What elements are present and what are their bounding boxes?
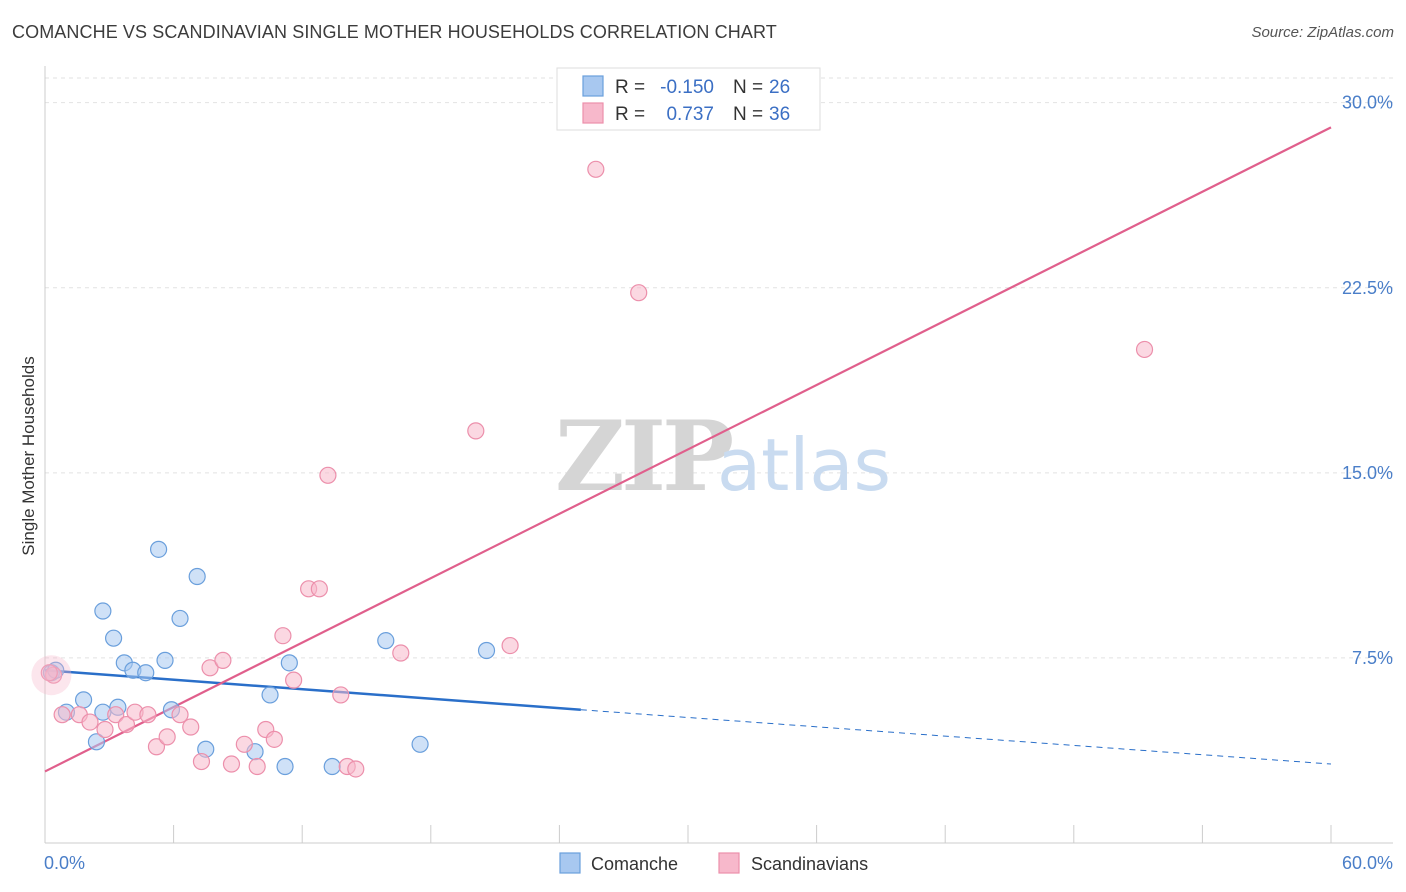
scandinavian-point [310,580,328,598]
comanche-point [149,540,168,558]
comanche-point [276,757,294,776]
scandinavian-cluster-point [31,655,72,696]
scandinavian-point [171,706,189,724]
points-layer [31,160,1154,778]
scandinavian-point [182,718,200,736]
scandinavian-point [319,466,337,484]
comanche-point [156,651,174,669]
correlation-legend: R = -0.150 N = 26 R = 0.737 N = 36 [556,67,821,131]
comanche-point [171,609,189,628]
scandinavian-point [392,644,410,662]
comanche-point [261,686,279,704]
watermark: ZIP atlas [555,400,891,513]
scandinavian-point [274,627,292,645]
legend-r-value: -0.150 [660,77,714,98]
watermark-atlas: atlas [717,423,891,507]
scandinavian-point [467,422,485,440]
scandinavian-point [1135,340,1154,359]
scandinavian-point [332,686,350,704]
scandinavian-point [214,651,232,669]
scandinavian-point [81,713,99,731]
y-tick-label: 30.0% [1342,93,1393,113]
legend-r-label: R = [615,104,645,125]
scandinavian-point [501,636,519,655]
scandinavian-point [107,706,125,724]
legend-swatch-comanche [582,75,604,97]
series-legend-swatch-scandinavians [718,852,740,874]
scandinavian-point [265,730,283,748]
scandinavian-point [235,735,253,753]
comanche-point [323,757,341,776]
scandinavian-point [201,659,219,677]
series-legend-label-scandinavians: Scandinavians [751,854,868,874]
y-tick-label: 22.5% [1342,278,1393,298]
x-tick-label-max: 60.0% [1342,853,1393,873]
legend-n-label: N = [733,104,763,125]
chart-title: COMANCHE VS SCANDINAVIAN SINGLE MOTHER H… [12,22,777,42]
legend-n-value: 36 [769,104,790,125]
comanche-point [377,632,395,650]
scandinavian-point [147,738,166,756]
grid-layer [45,77,1393,659]
scandinavian-point [192,752,211,771]
axis-layer: 7.5% 15.0% 22.5% 30.0% [44,66,1393,844]
scandinavian-point [40,664,58,682]
series-legend-label-comanche: Comanche [591,854,678,874]
comanche-point [280,654,298,672]
watermark-zip: ZIP [555,400,732,513]
scandinavian-point [117,715,136,734]
legend-r-label: R = [615,77,645,98]
comanche-point [411,735,429,753]
comanche-point [74,691,93,709]
series-legend-swatch-comanche [559,852,581,874]
x-tick-label-min: 0.0% [44,853,85,873]
comanche-point [104,629,123,647]
scandinavian-point [285,671,303,689]
y-tick-label: 7.5% [1352,648,1393,668]
trend-layer [44,126,1332,773]
scandinavian-point [96,720,114,739]
scandinavian-point [248,757,266,776]
comanche-point [94,602,112,620]
y-tick-label: 15.0% [1342,463,1393,483]
scandinavian-point [53,706,71,724]
scandinavian-point [587,160,605,178]
series-legend: Comanche Scandinavians [559,852,868,874]
scandinavian-point [347,760,365,778]
comanche-point [137,664,155,682]
comanche-point [188,567,206,586]
legend-n-label: N = [733,77,763,98]
scandinavian-point [139,706,157,724]
comanche-point [87,733,106,751]
scandinavian-point [630,284,648,302]
comanche-point [477,641,496,660]
scandinavian-point [158,728,176,746]
y-axis-label: Single Mother Households [19,356,38,555]
legend-n-value: 26 [769,77,790,98]
comanche-trend-extension [580,709,1332,765]
scandinavian-point [222,755,241,773]
scandinavian-trend-line [44,126,1332,773]
source-label: Source: ZipAtlas.com [1251,24,1394,41]
legend-r-value: 0.737 [666,104,714,125]
legend-swatch-scandinavians [582,102,604,124]
